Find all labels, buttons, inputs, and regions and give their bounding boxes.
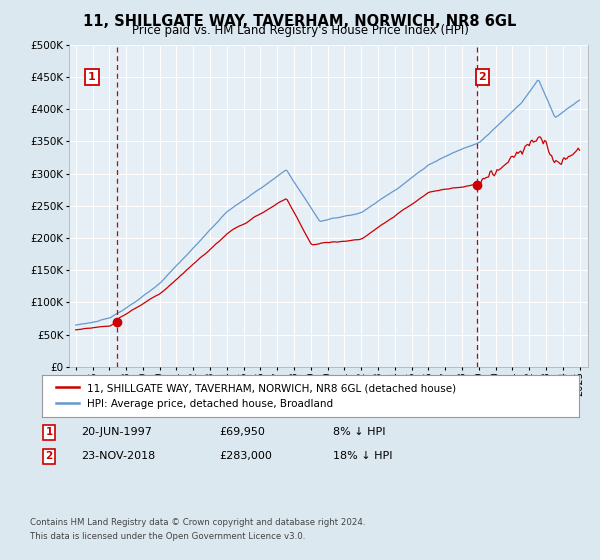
Text: £69,950: £69,950	[219, 427, 265, 437]
Legend: 11, SHILLGATE WAY, TAVERHAM, NORWICH, NR8 6GL (detached house), HPI: Average pri: 11, SHILLGATE WAY, TAVERHAM, NORWICH, NR…	[50, 377, 463, 416]
Text: 2: 2	[46, 451, 53, 461]
Text: 1: 1	[88, 72, 96, 82]
Text: 20-JUN-1997: 20-JUN-1997	[81, 427, 152, 437]
Text: This data is licensed under the Open Government Licence v3.0.: This data is licensed under the Open Gov…	[30, 532, 305, 541]
Text: 11, SHILLGATE WAY, TAVERHAM, NORWICH, NR8 6GL: 11, SHILLGATE WAY, TAVERHAM, NORWICH, NR…	[83, 14, 517, 29]
Text: Contains HM Land Registry data © Crown copyright and database right 2024.: Contains HM Land Registry data © Crown c…	[30, 518, 365, 527]
Text: 1: 1	[46, 427, 53, 437]
Text: 8% ↓ HPI: 8% ↓ HPI	[333, 427, 386, 437]
Text: £283,000: £283,000	[219, 451, 272, 461]
Text: 23-NOV-2018: 23-NOV-2018	[81, 451, 155, 461]
Text: 2: 2	[478, 72, 486, 82]
Text: Price paid vs. HM Land Registry's House Price Index (HPI): Price paid vs. HM Land Registry's House …	[131, 24, 469, 37]
Text: 18% ↓ HPI: 18% ↓ HPI	[333, 451, 392, 461]
